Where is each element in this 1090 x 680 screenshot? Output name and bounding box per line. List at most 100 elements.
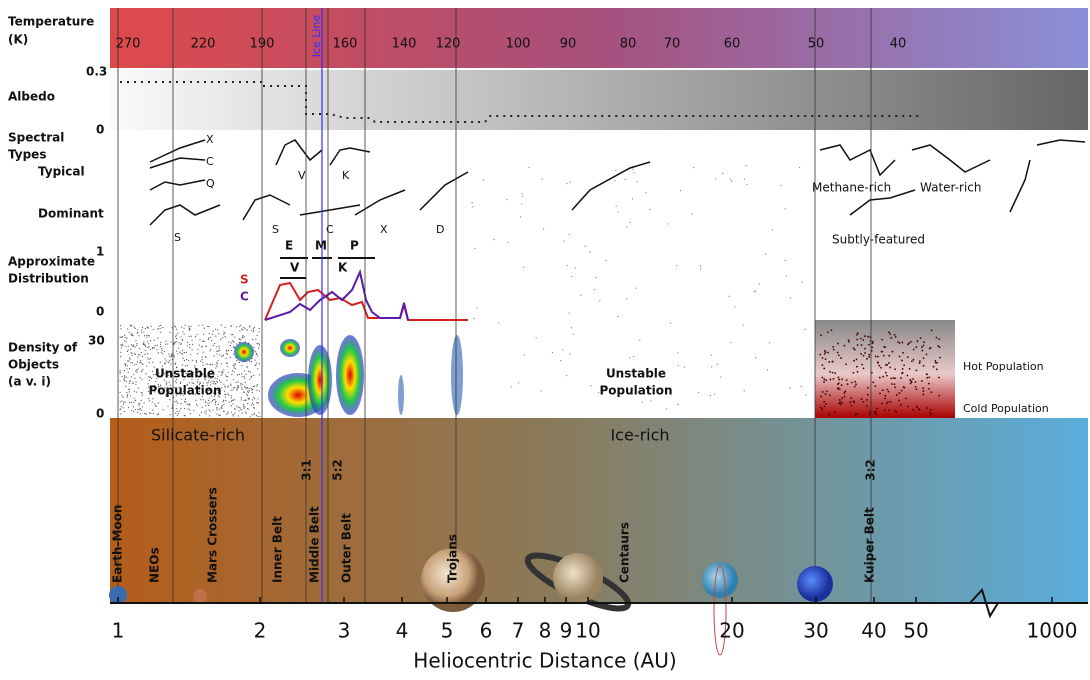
object-dot <box>247 390 249 392</box>
object-dot <box>138 403 140 405</box>
object-dot <box>256 389 258 392</box>
object-dot <box>236 343 238 345</box>
object-dot <box>181 349 184 351</box>
object-dot <box>227 365 229 368</box>
object-dot <box>720 376 722 378</box>
object-dot <box>221 373 223 375</box>
object-dot <box>918 362 921 364</box>
object-dot <box>152 373 155 375</box>
object-dot <box>170 341 172 343</box>
object-dot <box>180 369 182 371</box>
object-dot <box>897 341 899 343</box>
object-dot <box>198 390 201 393</box>
object-dot <box>140 359 142 362</box>
object-dot <box>825 390 828 393</box>
object-dot <box>183 359 185 362</box>
object-dot <box>832 378 835 380</box>
object-dot <box>207 404 210 406</box>
object-dot <box>867 393 869 396</box>
object-dot <box>124 364 127 366</box>
object-dot <box>148 346 150 348</box>
object-dot <box>220 407 222 409</box>
object-dot <box>119 408 122 410</box>
object-dot <box>258 343 260 345</box>
object-dot <box>884 371 887 374</box>
object-dot <box>244 387 246 389</box>
object-dot <box>240 339 242 341</box>
object-dot <box>157 352 159 354</box>
albedo-label: Albedo <box>8 90 55 104</box>
object-dot <box>915 388 918 391</box>
object-dot <box>147 340 149 343</box>
object-dot <box>158 372 160 374</box>
object-dot <box>162 353 164 355</box>
object-dot <box>212 399 214 402</box>
object-dot <box>570 275 573 278</box>
object-dot <box>824 358 827 361</box>
object-dot <box>926 407 929 409</box>
object-dot <box>147 335 150 337</box>
object-dot <box>230 325 232 327</box>
object-dot <box>174 380 176 382</box>
object-dot <box>119 380 121 382</box>
object-dot <box>196 403 198 405</box>
object-dot <box>568 312 570 314</box>
object-dot <box>233 353 235 355</box>
object-dot <box>249 378 251 380</box>
object-dot <box>240 399 242 401</box>
object-dot <box>133 390 136 393</box>
object-dot <box>680 190 682 192</box>
object-dot <box>143 402 145 404</box>
object-dot <box>242 329 244 331</box>
object-dot <box>137 387 139 389</box>
object-dot <box>232 341 235 343</box>
object-dot <box>831 371 834 374</box>
object-dot <box>147 327 149 329</box>
object-dot <box>834 372 837 375</box>
object-dot <box>213 355 215 357</box>
object-dot <box>207 337 210 339</box>
object-dot <box>855 358 858 361</box>
object-dot <box>633 370 635 372</box>
object-dot <box>884 364 887 366</box>
object-dot <box>245 411 247 413</box>
object-dot <box>166 387 168 389</box>
object-dot <box>121 343 124 345</box>
object-dot <box>837 382 840 385</box>
object-dot <box>133 352 136 354</box>
object-dot <box>155 380 157 383</box>
object-dot <box>192 371 194 374</box>
object-dot <box>253 346 255 349</box>
object-dot <box>201 406 203 408</box>
object-dot <box>148 379 151 382</box>
object-dot <box>189 393 191 395</box>
object-dot <box>139 413 141 415</box>
object-dot <box>208 380 210 382</box>
object-dot <box>180 343 182 346</box>
object-dot <box>168 353 170 355</box>
object-dot <box>563 240 565 242</box>
object-dot <box>239 408 242 410</box>
object-dot <box>251 414 253 416</box>
density-note: Hot Population <box>963 360 1044 373</box>
object-dot <box>887 400 890 403</box>
object-dot <box>141 379 143 381</box>
object-dot <box>248 387 250 389</box>
object-dot <box>214 394 216 396</box>
object-dot <box>148 400 150 402</box>
object-dot <box>201 345 204 347</box>
object-dot <box>243 399 245 401</box>
object-dot <box>231 370 233 372</box>
object-dot <box>159 361 161 363</box>
object-dot <box>856 365 858 368</box>
object-dot <box>210 395 213 397</box>
object-dot <box>119 356 122 358</box>
spectrum <box>149 139 206 163</box>
object-dot <box>128 388 130 391</box>
object-dot <box>175 379 178 381</box>
object-dot <box>175 326 177 328</box>
object-dot <box>233 367 235 369</box>
object-dot <box>887 362 890 364</box>
object-dot <box>238 361 240 364</box>
object-dot <box>230 385 232 387</box>
